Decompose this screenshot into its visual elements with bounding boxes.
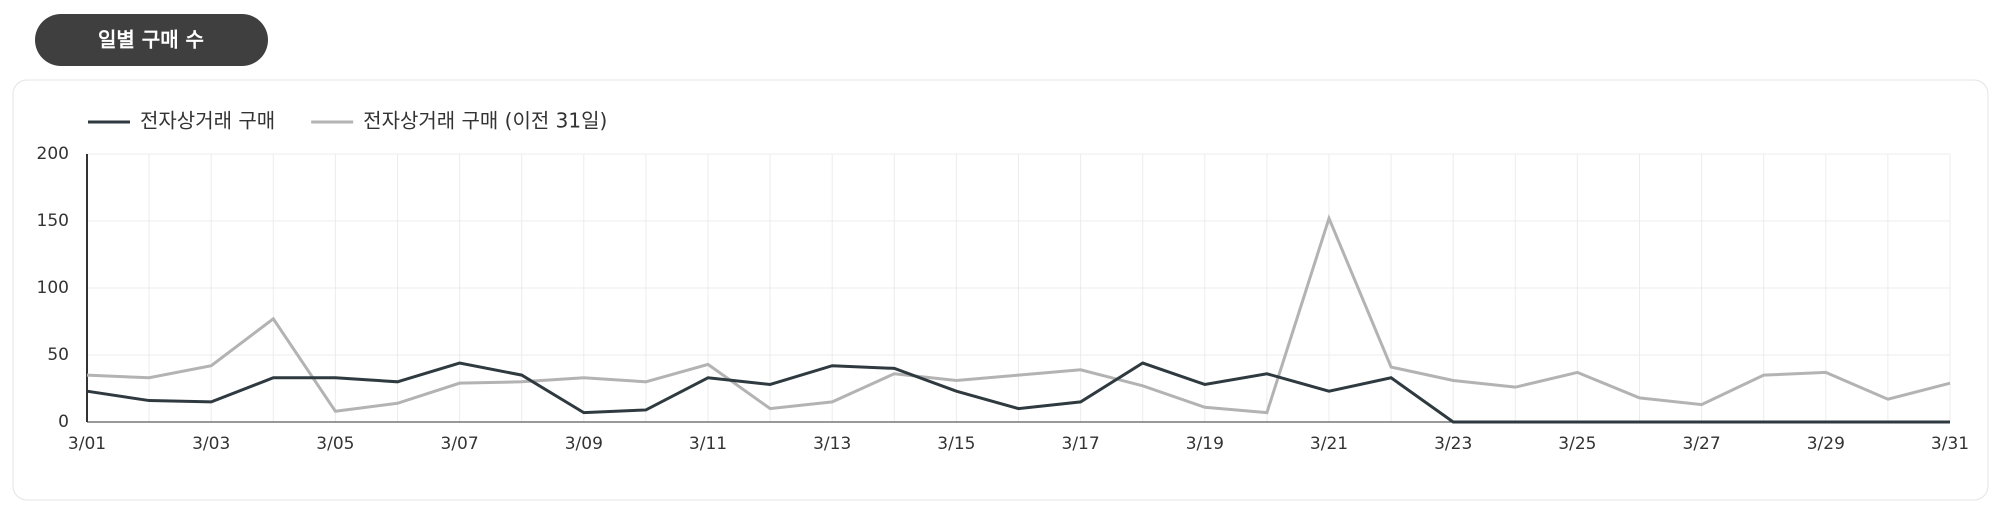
x-tick-label: 3/09 — [565, 434, 603, 454]
y-tick-label: 200 — [37, 144, 69, 164]
x-tick-label: 3/01 — [68, 434, 106, 454]
x-tick-label: 3/25 — [1558, 434, 1596, 454]
x-tick-label: 3/05 — [316, 434, 354, 454]
y-tick-label: 0 — [58, 412, 69, 432]
x-tick-label: 3/17 — [1062, 434, 1100, 454]
series-line — [86, 213, 1951, 415]
x-tick-label: 3/11 — [689, 434, 727, 454]
legend-label: 전자상거래 구매 — [140, 109, 275, 133]
series-line — [86, 361, 1950, 424]
x-tick-label: 3/19 — [1186, 434, 1224, 454]
x-tick-label: 3/07 — [441, 434, 479, 454]
y-tick-label: 100 — [37, 278, 69, 298]
x-tick-label: 3/31 — [1931, 434, 1969, 454]
y-tick-label: 50 — [47, 345, 69, 365]
chart-title: 일별 구매 수 — [98, 28, 204, 52]
title-badge — [35, 14, 268, 66]
x-tick-label: 3/23 — [1434, 434, 1472, 454]
card — [12, 79, 1989, 501]
x-tick-label: 3/27 — [1683, 434, 1721, 454]
x-tick-label: 3/21 — [1310, 434, 1348, 454]
x-tick-label: 3/29 — [1807, 434, 1845, 454]
legend-label: 전자상거래 구매 (이전 31일) — [363, 109, 607, 133]
x-tick-label: 3/15 — [937, 434, 975, 454]
x-tick-label: 3/13 — [813, 434, 851, 454]
x-tick-label: 3/03 — [192, 434, 230, 454]
y-tick-label: 150 — [37, 211, 69, 231]
